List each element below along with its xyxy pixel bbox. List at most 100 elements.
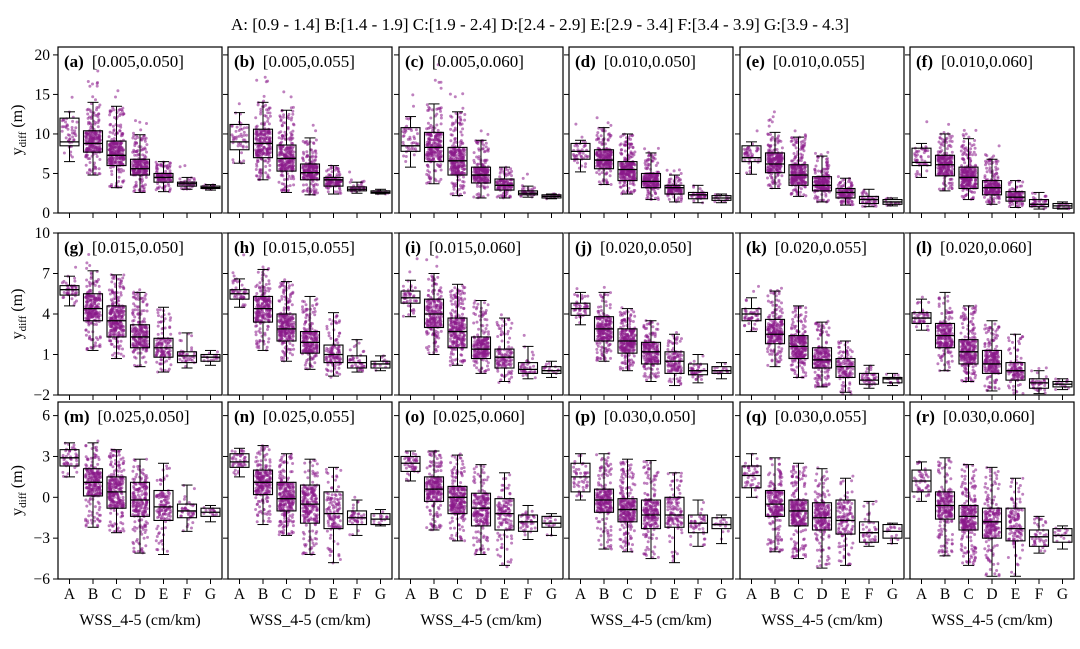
data-point xyxy=(425,163,429,167)
data-point xyxy=(98,138,102,142)
data-point xyxy=(915,170,919,173)
data-point xyxy=(766,165,770,169)
data-point xyxy=(462,153,466,157)
data-point xyxy=(96,125,100,129)
data-point xyxy=(626,164,629,168)
data-point xyxy=(769,174,772,178)
data-point xyxy=(281,145,285,149)
data-point xyxy=(486,193,490,197)
data-point xyxy=(107,135,111,139)
data-point xyxy=(598,172,601,176)
data-point xyxy=(668,180,672,184)
data-point xyxy=(311,166,315,170)
data-point xyxy=(748,149,752,153)
data-point xyxy=(654,192,658,196)
data-point xyxy=(283,153,286,157)
data-point xyxy=(235,125,239,129)
data-point xyxy=(584,154,588,158)
data-point xyxy=(254,174,258,178)
data-point xyxy=(158,163,162,167)
data-point xyxy=(410,129,413,132)
data-point xyxy=(427,137,431,141)
data-point xyxy=(291,112,295,116)
data-point xyxy=(485,167,489,171)
data-point xyxy=(301,150,305,154)
data-point xyxy=(70,128,74,132)
data-point xyxy=(84,163,88,167)
data-point xyxy=(268,114,272,118)
data-point xyxy=(404,155,408,158)
data-point xyxy=(947,122,951,126)
data-point xyxy=(109,122,113,126)
data-point xyxy=(646,164,650,168)
data-point xyxy=(114,142,118,145)
data-point xyxy=(120,160,124,164)
data-point xyxy=(88,84,92,88)
data-point xyxy=(913,153,917,157)
data-point xyxy=(93,172,96,176)
data-point xyxy=(450,181,454,185)
data-point xyxy=(486,185,489,189)
data-point xyxy=(450,115,454,119)
data-point xyxy=(264,80,268,84)
data-point xyxy=(306,186,310,190)
data-point xyxy=(647,150,651,154)
y-tick-label: 20 xyxy=(35,47,51,64)
data-point xyxy=(462,175,465,179)
data-point xyxy=(460,133,464,137)
data-point xyxy=(643,147,647,151)
data-point xyxy=(864,191,868,195)
data-point xyxy=(291,166,295,170)
data-point xyxy=(280,134,284,138)
data-point xyxy=(448,92,452,96)
data-point xyxy=(305,139,309,143)
data-point xyxy=(292,183,296,187)
data-point xyxy=(473,161,476,165)
data-point xyxy=(792,179,796,183)
data-point xyxy=(95,146,98,150)
data-point xyxy=(501,186,504,190)
data-point xyxy=(631,176,635,180)
data-point xyxy=(599,156,603,160)
data-point xyxy=(111,131,115,135)
data-point xyxy=(780,159,783,163)
data-point xyxy=(401,130,405,134)
data-point xyxy=(595,171,599,175)
data-point xyxy=(822,181,826,185)
data-point xyxy=(114,95,117,99)
data-point xyxy=(482,186,486,190)
data-point xyxy=(281,174,285,178)
data-point xyxy=(768,184,772,188)
data-point xyxy=(439,168,443,172)
data-point xyxy=(847,201,851,205)
data-point xyxy=(461,142,465,145)
data-point xyxy=(780,174,784,178)
data-point xyxy=(814,164,818,168)
data-point xyxy=(791,159,794,163)
data-point xyxy=(144,160,148,163)
data-point xyxy=(439,150,443,154)
data-point xyxy=(632,188,636,192)
data-point xyxy=(432,138,436,142)
data-point xyxy=(134,137,137,141)
data-point xyxy=(72,138,76,142)
data-point xyxy=(692,199,696,203)
data-point xyxy=(600,171,604,175)
data-point xyxy=(267,159,271,163)
data-point xyxy=(122,112,126,116)
data-point xyxy=(462,167,466,171)
data-point xyxy=(433,141,437,145)
data-point xyxy=(326,168,330,172)
data-point xyxy=(780,146,784,150)
data-point xyxy=(458,121,461,125)
data-point xyxy=(255,130,259,134)
data-point xyxy=(803,141,807,145)
data-point xyxy=(427,105,431,109)
data-point xyxy=(486,178,490,182)
data-point xyxy=(280,182,284,186)
data-point xyxy=(109,160,113,164)
data-point xyxy=(453,169,457,173)
data-point xyxy=(458,178,462,182)
data-point xyxy=(521,187,524,191)
data-point xyxy=(463,148,467,152)
